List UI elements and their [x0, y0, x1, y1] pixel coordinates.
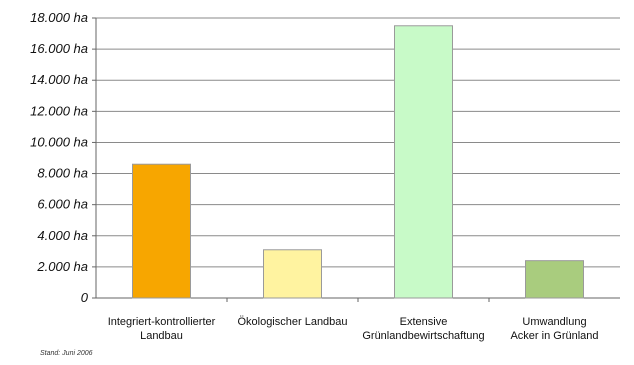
y-tick-label: 4.000 ha	[37, 228, 88, 243]
x-tick-label: Acker in Grünland	[510, 330, 598, 342]
y-tick-label: 14.000 ha	[30, 72, 88, 87]
x-tick-label: Landbau	[140, 330, 183, 342]
y-tick-label: 16.000 ha	[30, 41, 88, 56]
x-tick-label: Umwandlung	[522, 316, 586, 328]
x-tick-label: Extensive	[400, 316, 448, 328]
y-tick-label: 6.000 ha	[37, 197, 88, 212]
y-tick-label: 10.000 ha	[30, 134, 88, 149]
footnote: Stand: Juni 2006	[40, 350, 93, 357]
bar	[394, 25, 453, 299]
bar	[263, 249, 322, 299]
y-tick-label: 12.000 ha	[30, 103, 88, 118]
x-tick-label: Ökologischer Landbau	[237, 316, 347, 328]
y-tick-label: 18.000 ha	[30, 10, 88, 25]
y-tick-label: 0	[81, 290, 89, 305]
bar-chart: 0 2.000 ha 4.000 ha 6.000 ha 8.000 ha 10.000 …	[30, 10, 620, 342]
y-tick-label: 8.000 ha	[37, 166, 88, 181]
x-tick-label: Grünlandbewirtschaftung	[362, 330, 484, 342]
y-tick-label: 2.000 ha	[36, 259, 88, 274]
x-tick-label: Integriert-kontrollierter	[108, 316, 216, 328]
bar	[132, 163, 191, 299]
bar	[525, 260, 584, 299]
